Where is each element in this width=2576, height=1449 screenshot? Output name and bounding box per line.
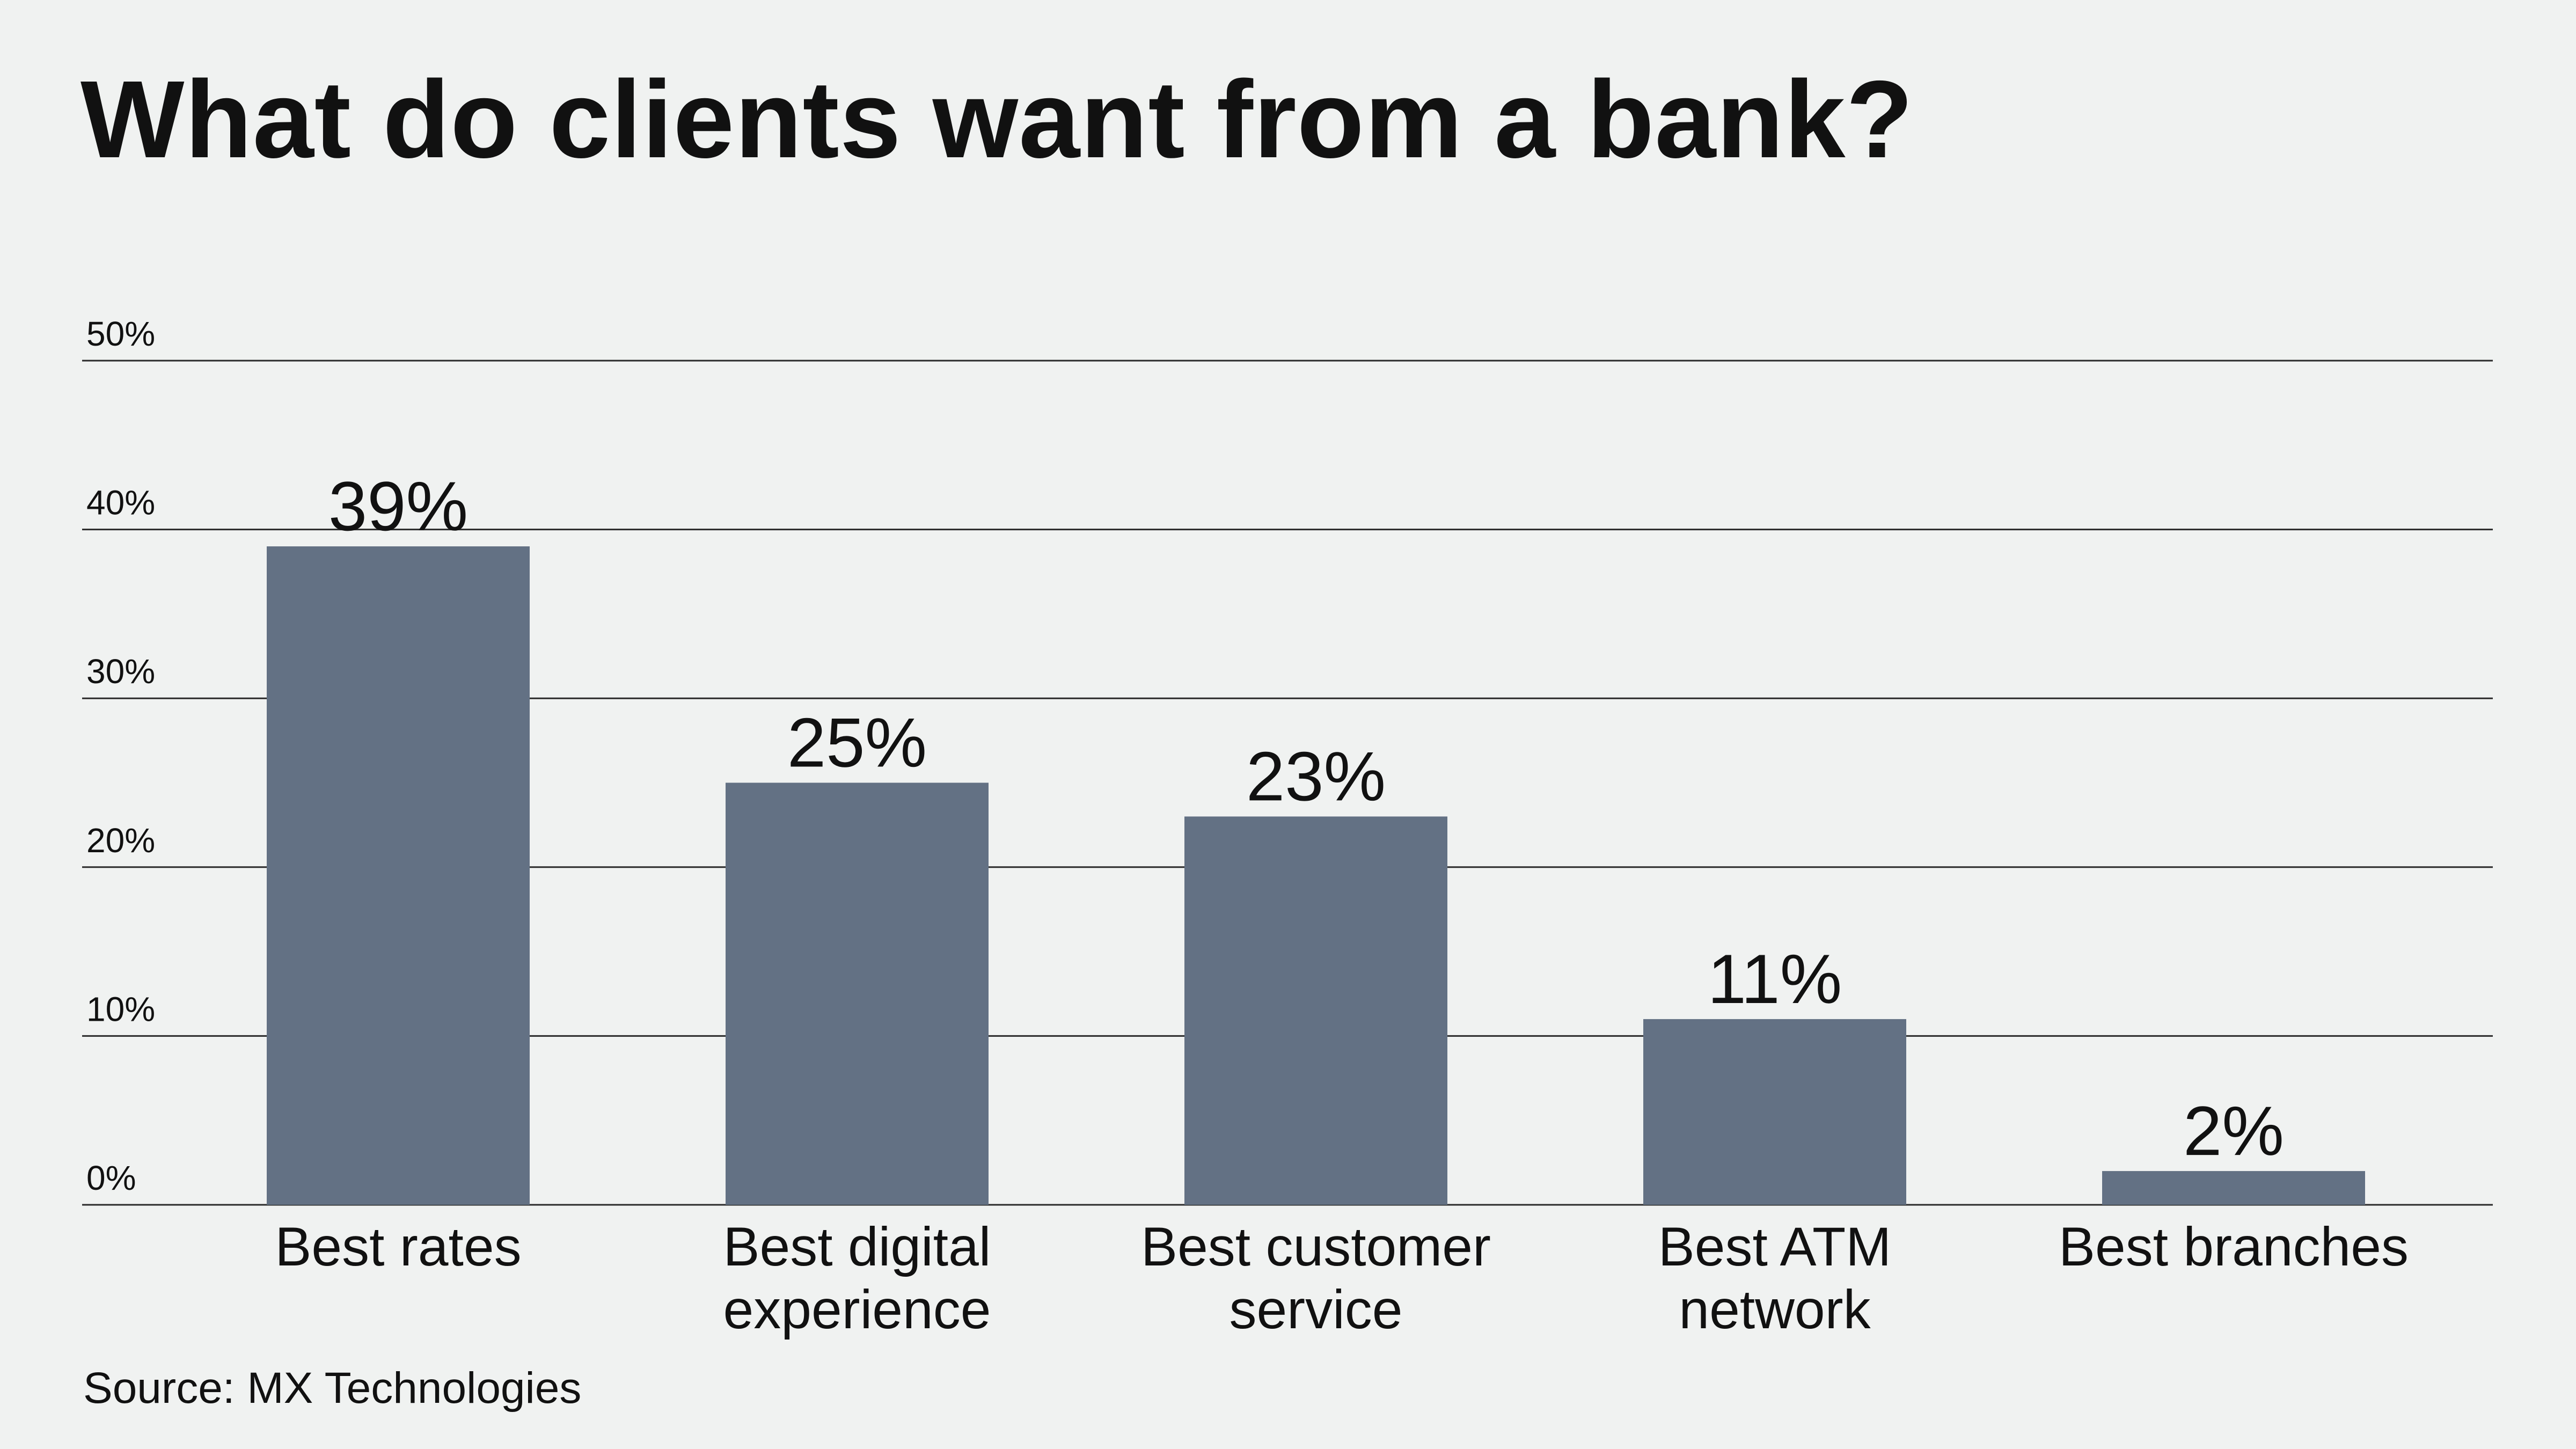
bar (726, 782, 989, 1205)
category-label: Best branches (2059, 1216, 2409, 1277)
category-label: Best rates (275, 1216, 521, 1277)
y-tick-label: 20% (86, 821, 155, 860)
category-label: network (1679, 1279, 1871, 1340)
y-tick-label: 30% (86, 652, 155, 691)
data-label: 23% (1246, 737, 1386, 815)
chart-title: What do clients want from a bank? (80, 58, 1914, 181)
y-tick-label: 10% (86, 990, 155, 1028)
bars (267, 546, 2365, 1205)
bar (1643, 1019, 1906, 1205)
category-label: Best digital (723, 1216, 991, 1277)
source-note: Source: MX Technologies (83, 1364, 582, 1413)
category-label: experience (723, 1279, 991, 1340)
category-label: Best customer (1141, 1216, 1491, 1277)
y-axis-tick-labels: 0% 10% 20% 30% 40% 50% (86, 314, 155, 1197)
bar (267, 546, 530, 1205)
bar (2102, 1171, 2365, 1205)
data-label: 2% (2183, 1092, 2284, 1170)
data-label: 25% (787, 704, 927, 782)
data-labels: 39% 25% 23% 11% 2% (328, 467, 2284, 1170)
category-label: Best ATM (1658, 1216, 1892, 1277)
y-tick-label: 50% (86, 314, 155, 353)
data-label: 11% (1708, 940, 1842, 1018)
y-tick-label: 0% (86, 1159, 136, 1197)
bar (1184, 816, 1447, 1205)
y-tick-label: 40% (86, 484, 155, 522)
category-label: service (1229, 1279, 1402, 1340)
data-label: 39% (328, 467, 468, 545)
